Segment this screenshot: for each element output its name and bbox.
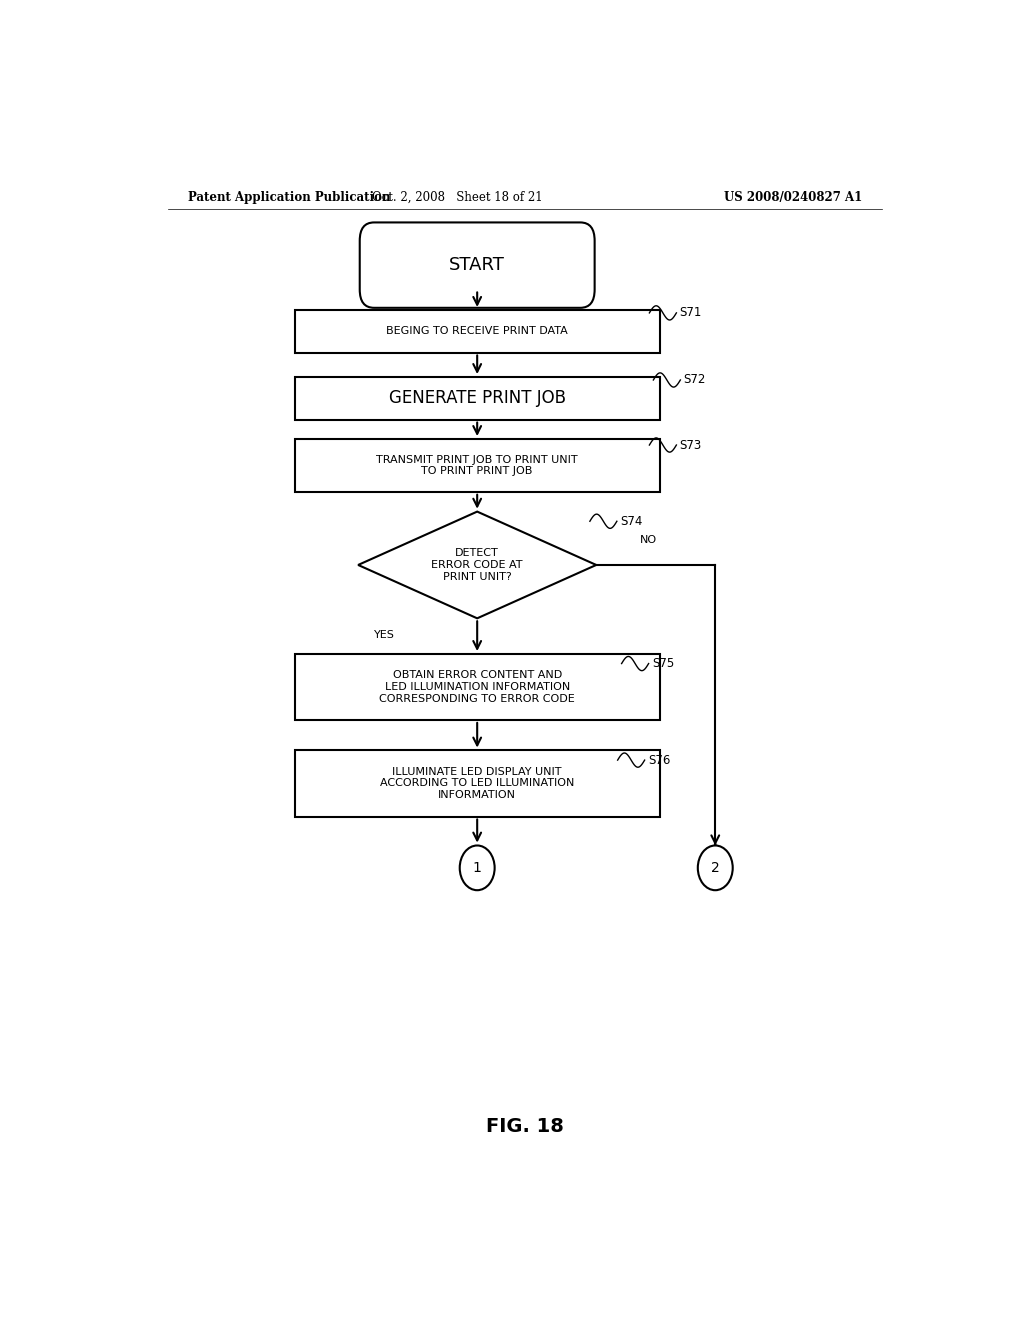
FancyBboxPatch shape xyxy=(359,223,595,308)
Bar xyxy=(295,653,659,719)
Text: START: START xyxy=(450,256,505,275)
Text: NO: NO xyxy=(640,535,657,545)
Bar xyxy=(295,440,659,492)
Bar xyxy=(295,751,659,817)
Text: OBTAIN ERROR CONTENT AND
LED ILLUMINATION INFORMATION
CORRESPONDING TO ERROR COD: OBTAIN ERROR CONTENT AND LED ILLUMINATIO… xyxy=(379,671,575,704)
Text: GENERATE PRINT JOB: GENERATE PRINT JOB xyxy=(389,389,565,408)
Text: Oct. 2, 2008   Sheet 18 of 21: Oct. 2, 2008 Sheet 18 of 21 xyxy=(372,190,543,203)
Text: S71: S71 xyxy=(680,306,701,319)
Text: BEGING TO RECEIVE PRINT DATA: BEGING TO RECEIVE PRINT DATA xyxy=(386,326,568,337)
Text: ILLUMINATE LED DISPLAY UNIT
ACCORDING TO LED ILLUMINATION
INFORMATION: ILLUMINATE LED DISPLAY UNIT ACCORDING TO… xyxy=(380,767,574,800)
Circle shape xyxy=(460,846,495,890)
Bar xyxy=(295,310,659,352)
Text: US 2008/0240827 A1: US 2008/0240827 A1 xyxy=(724,190,862,203)
Text: TRANSMIT PRINT JOB TO PRINT UNIT
TO PRINT PRINT JOB: TRANSMIT PRINT JOB TO PRINT UNIT TO PRIN… xyxy=(377,454,578,477)
Text: S76: S76 xyxy=(648,754,670,767)
Text: S75: S75 xyxy=(652,657,674,671)
Text: S72: S72 xyxy=(684,374,706,387)
Text: DETECT
ERROR CODE AT
PRINT UNIT?: DETECT ERROR CODE AT PRINT UNIT? xyxy=(431,548,523,582)
Text: 1: 1 xyxy=(473,861,481,875)
Text: YES: YES xyxy=(374,630,395,640)
Text: Patent Application Publication: Patent Application Publication xyxy=(187,190,390,203)
Polygon shape xyxy=(358,512,596,618)
Text: 2: 2 xyxy=(711,861,720,875)
Text: S73: S73 xyxy=(680,438,701,451)
Text: S74: S74 xyxy=(620,515,642,528)
Bar xyxy=(295,378,659,420)
Text: FIG. 18: FIG. 18 xyxy=(485,1117,564,1135)
Circle shape xyxy=(697,846,733,890)
